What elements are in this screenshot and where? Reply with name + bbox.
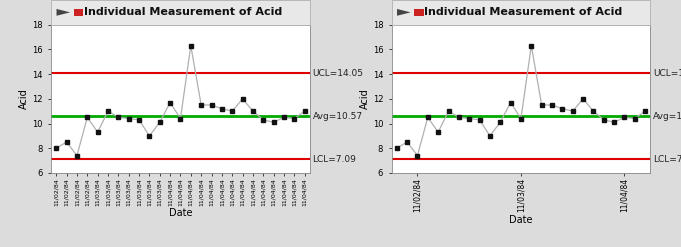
X-axis label: Date: Date xyxy=(169,208,192,218)
Y-axis label: Acid: Acid xyxy=(360,88,370,109)
Text: Individual Measurement of Acid: Individual Measurement of Acid xyxy=(424,7,622,17)
Text: Avg=10.57: Avg=10.57 xyxy=(653,112,681,121)
Text: Individual Measurement of Acid: Individual Measurement of Acid xyxy=(84,7,282,17)
Text: UCL=14.05: UCL=14.05 xyxy=(313,69,364,78)
Text: LCL=7.09: LCL=7.09 xyxy=(653,155,681,164)
Text: LCL=7.09: LCL=7.09 xyxy=(313,155,356,164)
Y-axis label: Acid: Acid xyxy=(19,88,29,109)
Text: Avg=10.57: Avg=10.57 xyxy=(313,112,362,121)
X-axis label: Date: Date xyxy=(509,215,533,225)
Text: UCL=14.05: UCL=14.05 xyxy=(653,69,681,78)
